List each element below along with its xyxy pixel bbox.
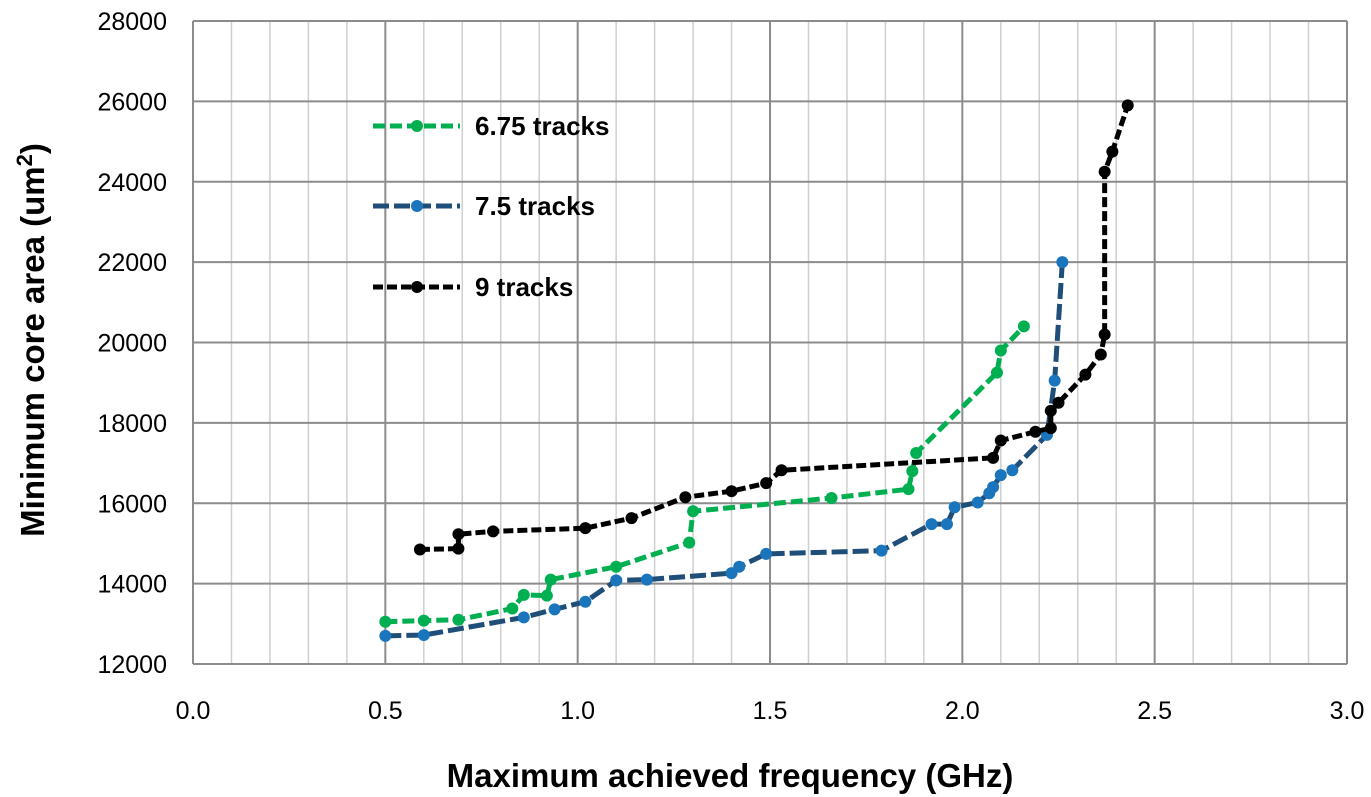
x-tick-label: 1.5 [753,697,788,725]
data-point [1098,165,1111,178]
data-point [517,588,530,601]
data-point [610,574,623,587]
data-point [548,603,561,616]
y-axis-label-main: Minimum core area (um [14,166,51,536]
data-point [452,528,465,541]
data-point [987,481,1000,494]
y-tick-label: 18000 [97,410,167,438]
data-point [994,469,1007,482]
data-point [683,536,696,549]
data-point [1017,320,1030,333]
data-point [1056,256,1069,269]
y-tick-label: 28000 [97,8,167,36]
data-point [733,560,746,573]
series-1 [379,320,1030,628]
y-tick-label: 14000 [97,571,167,599]
data-point [544,573,557,586]
data-point [1048,374,1061,387]
series-line [419,104,1131,552]
grid [192,20,1348,665]
data-point [452,613,465,626]
y-axis-ticks: 12000 14000 16000 18000 20000 22000 24000 26000… [97,8,167,679]
series-3 [413,99,1134,556]
data-point [413,543,426,556]
series-line [385,261,1065,639]
legend-marker [411,120,423,132]
series-group [379,99,1134,642]
data-point [1079,368,1092,381]
data-point [994,434,1007,447]
y-axis-label: Minimum core area (um2) [12,143,52,537]
data-point [1052,396,1065,409]
x-tick-label: 1.0 [560,697,595,725]
data-point [487,525,500,538]
data-point [517,611,530,624]
x-tick-label: 3.0 [1330,697,1365,725]
data-point [910,447,923,460]
y-tick-label: 22000 [97,249,167,277]
data-point [906,465,919,478]
y-axis-label-superscript: 2 [12,154,37,166]
x-tick-label: 0.5 [368,697,403,725]
data-point [417,614,430,627]
data-point [875,544,888,557]
data-point [687,505,700,518]
data-point [1044,422,1057,435]
data-point [579,595,592,608]
x-tick-label: 2.5 [1137,697,1172,725]
x-tick-label: 2.0 [945,697,980,725]
data-point [625,512,638,525]
data-point [579,522,592,535]
data-point [1029,425,1042,438]
x-axis-label: Maximum achieved frequency (GHz) [447,757,1014,794]
data-point [1006,464,1019,477]
data-point [640,573,653,586]
data-point [825,492,838,505]
data-point [1121,99,1134,112]
data-point [610,560,623,573]
y-tick-label: 26000 [97,88,167,116]
legend-label: 6.75 tracks [475,111,609,141]
legend-marker [411,200,423,212]
legend-label: 7.5 tracks [475,191,595,221]
data-point [760,477,773,490]
data-point [506,602,519,615]
data-point [775,464,788,477]
data-point [902,483,915,496]
data-point [1106,145,1119,158]
data-point [925,518,938,531]
series-2 [379,256,1069,642]
data-point [987,451,1000,464]
data-point [948,501,961,514]
data-point [940,518,953,531]
y-tick-label: 20000 [97,330,167,358]
legend-label: 9 tracks [475,272,573,302]
data-point [971,496,984,509]
data-point [1098,328,1111,341]
y-tick-label: 16000 [97,490,167,518]
y-tick-label: 24000 [97,169,167,197]
data-point [1094,348,1107,361]
legend-marker [411,281,423,293]
data-point [994,344,1007,357]
y-tick-label: 12000 [97,651,167,679]
legend: 6.75 tracks 7.5 tracks 9 tracks [373,111,609,302]
data-point [379,615,392,628]
data-point [379,629,392,642]
x-axis-ticks: 0.0 0.5 1.0 1.5 2.0 2.5 3.0 [176,697,1365,725]
y-axis-label-close: ) [14,143,51,154]
data-point [540,589,553,602]
data-point [452,542,465,555]
data-point [679,491,692,504]
data-point [760,547,773,560]
data-point [417,629,430,642]
data-point [1044,404,1057,417]
x-tick-label: 0.0 [176,697,211,725]
data-point [990,366,1003,379]
data-point [725,485,738,498]
